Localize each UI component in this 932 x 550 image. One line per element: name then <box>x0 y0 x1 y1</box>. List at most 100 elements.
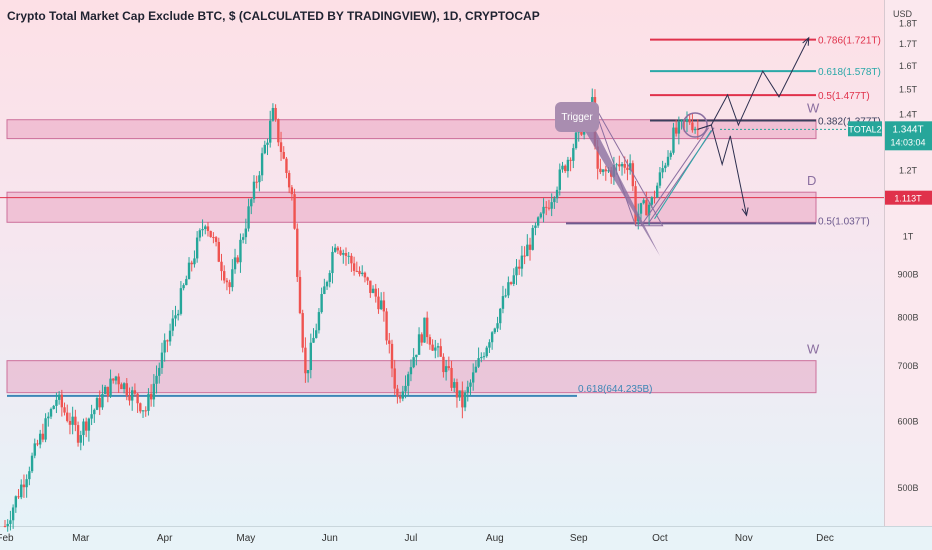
candle-body <box>63 407 66 413</box>
candle-body <box>520 255 524 269</box>
candle-body <box>306 370 310 374</box>
candle-body <box>179 288 183 314</box>
candle-body <box>244 228 248 238</box>
candle-body <box>674 127 678 134</box>
candle-body <box>693 128 697 131</box>
candle-body <box>528 244 532 250</box>
candle-body <box>260 153 264 176</box>
y-tick-label: 700B <box>897 361 918 371</box>
candle-body <box>336 247 340 251</box>
candle-body <box>293 194 296 229</box>
candle-body <box>144 410 147 412</box>
candle-body <box>499 308 502 324</box>
callout-pointer <box>585 131 660 256</box>
candle-body <box>536 217 540 226</box>
candle-body <box>152 383 156 400</box>
candle-body <box>147 393 150 411</box>
candle-body <box>664 165 667 169</box>
candle-body <box>515 266 518 276</box>
candle-body <box>258 175 261 183</box>
candle-body <box>407 374 410 386</box>
candle-body <box>680 120 683 122</box>
candle-body <box>60 394 64 408</box>
candle-body <box>128 395 131 401</box>
candle-body <box>507 282 510 296</box>
candle-body <box>404 385 407 392</box>
candle-body <box>485 347 488 357</box>
candle-body <box>512 275 515 284</box>
candle-body <box>645 200 648 216</box>
x-tick-label: Mar <box>72 533 90 544</box>
candle-body <box>220 261 223 272</box>
candle-body <box>361 272 364 275</box>
projection-arrowhead <box>802 36 810 46</box>
candle-body <box>252 181 256 200</box>
candle-body <box>563 165 567 172</box>
candle-body <box>168 330 172 342</box>
candle-body <box>620 164 624 167</box>
y-tick-label: 900B <box>897 270 918 280</box>
candle-body <box>217 241 220 262</box>
candle-body <box>87 418 91 431</box>
candle-body <box>255 181 258 183</box>
candle-body <box>79 435 82 443</box>
candle-body <box>666 156 670 166</box>
candle-body <box>166 340 169 342</box>
candle-body <box>685 119 689 122</box>
candle-body <box>545 206 548 208</box>
candle-body <box>342 253 345 255</box>
candle-body <box>117 376 120 385</box>
candle-body <box>14 496 18 508</box>
candle-body <box>136 393 139 404</box>
price-axis[interactable] <box>884 0 932 526</box>
candle-body <box>501 296 505 309</box>
candle-body <box>458 390 461 398</box>
candle-body <box>417 334 421 355</box>
candle-body <box>439 346 442 357</box>
candle-body <box>103 386 107 395</box>
y-tick-label: 1.5T <box>899 84 918 94</box>
candle-body <box>204 226 207 229</box>
candle-body <box>106 386 110 397</box>
candle-body <box>550 202 553 209</box>
zone-box <box>6 360 817 394</box>
zone-label: D <box>807 173 816 188</box>
candle-body <box>463 392 467 408</box>
candle-body <box>658 172 662 186</box>
y-tick-label: 1.4T <box>899 110 918 120</box>
candle-body <box>490 332 494 343</box>
candle-body <box>453 382 456 388</box>
candle-body <box>214 237 218 242</box>
candle-body <box>44 418 47 440</box>
candle-body <box>198 230 202 238</box>
candle-body <box>182 285 185 289</box>
candle-body <box>49 408 53 417</box>
candle-body <box>379 300 383 310</box>
candle-body <box>352 263 356 271</box>
candle-body <box>57 394 61 400</box>
candle-body <box>25 479 28 488</box>
candle-body <box>114 376 118 381</box>
candle-body <box>190 262 193 265</box>
candle-body <box>396 388 399 397</box>
candle-body <box>596 146 599 169</box>
candle-body <box>344 253 348 256</box>
candle-body <box>174 315 177 319</box>
candle-body <box>480 357 483 359</box>
x-tick-label: Jun <box>322 533 338 544</box>
candle-body <box>290 187 294 195</box>
candle-body <box>442 356 445 373</box>
candle-body <box>90 414 93 419</box>
candle-body <box>420 334 423 343</box>
candle-body <box>569 159 572 161</box>
x-tick-label: Oct <box>652 533 668 544</box>
y-tick-label: 600B <box>897 417 918 427</box>
candle-body <box>282 151 285 159</box>
candle-body <box>696 128 700 130</box>
rising-trendline <box>640 127 710 227</box>
candle-body <box>661 168 664 173</box>
y-tick-label: 1.6T <box>899 61 918 71</box>
y-tick-label: 500B <box>897 483 918 493</box>
x-tick-label: May <box>236 533 255 544</box>
time-axis[interactable] <box>0 526 932 550</box>
